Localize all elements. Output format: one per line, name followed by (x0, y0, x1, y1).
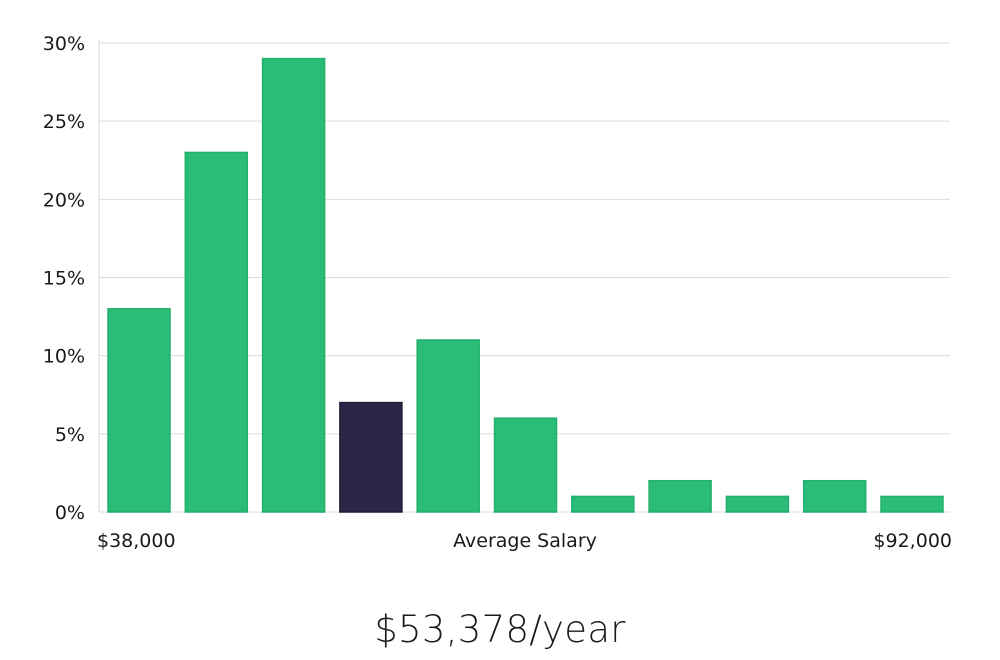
y-tick-label-6: 30% (43, 33, 85, 55)
bar-8 (725, 495, 790, 513)
y-tick-label-3: 15% (43, 268, 85, 290)
bar-4 (416, 339, 480, 513)
bar-7 (648, 479, 712, 513)
bar-5 (493, 417, 558, 513)
x-min-label: $38,000 (97, 530, 176, 552)
average-salary-value: $53,378/year (374, 608, 626, 651)
y-tick-label-0: 0% (55, 502, 85, 524)
x-axis-label: Average Salary (453, 530, 597, 552)
bar-9 (802, 479, 867, 513)
y-tick-labels: 0% 5% 10% 15% 20% 25% 30% (43, 33, 85, 524)
bar-10 (880, 495, 944, 513)
bars (107, 57, 944, 513)
bar-1 (184, 151, 249, 513)
y-tick-label-4: 20% (43, 189, 85, 211)
y-tick-label-2: 10% (43, 346, 85, 368)
y-tick-label-1: 5% (55, 424, 85, 446)
x-max-label: $92,000 (873, 530, 952, 552)
bar-0 (107, 308, 171, 513)
bar-6 (571, 495, 635, 513)
y-tick-label-5: 25% (43, 111, 85, 133)
bar-2 (261, 57, 326, 513)
bar-highlight-3 (339, 401, 403, 513)
salary-histogram: 0% 5% 10% 15% 20% 25% 30% $38,000 Average Sala… (43, 33, 952, 552)
